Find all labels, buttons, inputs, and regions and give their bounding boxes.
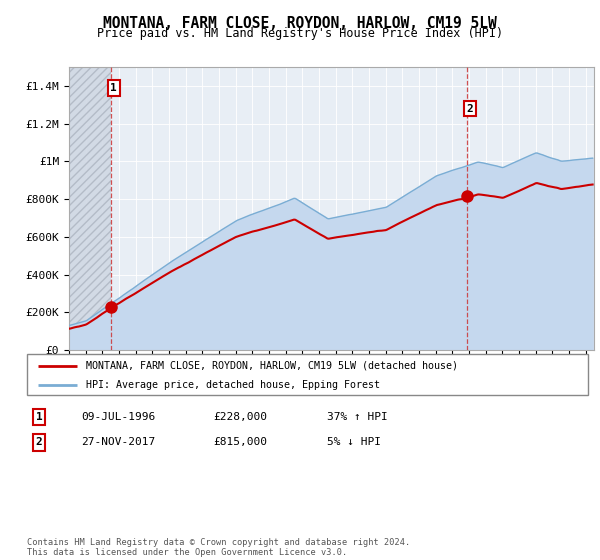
Text: 2: 2 <box>35 437 43 447</box>
Text: 1: 1 <box>110 83 117 93</box>
Text: MONTANA, FARM CLOSE, ROYDON, HARLOW, CM19 5LW (detached house): MONTANA, FARM CLOSE, ROYDON, HARLOW, CM1… <box>86 361 458 371</box>
Text: £815,000: £815,000 <box>213 437 267 447</box>
Text: 37% ↑ HPI: 37% ↑ HPI <box>327 412 388 422</box>
Text: Price paid vs. HM Land Registry's House Price Index (HPI): Price paid vs. HM Land Registry's House … <box>97 27 503 40</box>
Text: £228,000: £228,000 <box>213 412 267 422</box>
Text: 09-JUL-1996: 09-JUL-1996 <box>81 412 155 422</box>
Bar <box>69 67 112 350</box>
Text: HPI: Average price, detached house, Epping Forest: HPI: Average price, detached house, Eppi… <box>86 380 380 390</box>
Text: MONTANA, FARM CLOSE, ROYDON, HARLOW, CM19 5LW: MONTANA, FARM CLOSE, ROYDON, HARLOW, CM1… <box>103 16 497 31</box>
Text: 1: 1 <box>35 412 43 422</box>
Text: 5% ↓ HPI: 5% ↓ HPI <box>327 437 381 447</box>
FancyBboxPatch shape <box>27 354 588 395</box>
Text: 27-NOV-2017: 27-NOV-2017 <box>81 437 155 447</box>
Text: Contains HM Land Registry data © Crown copyright and database right 2024.
This d: Contains HM Land Registry data © Crown c… <box>27 538 410 557</box>
Text: 2: 2 <box>466 104 473 114</box>
